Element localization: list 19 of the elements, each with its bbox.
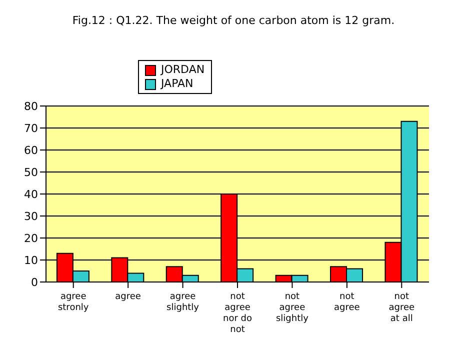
x-tick-label: not agree at all [388,292,416,324]
y-tick-label: 70 [24,122,38,135]
y-tick-label: 0 [31,276,38,289]
y-tick-label: 80 [24,100,38,113]
y-tick-label: 40 [24,188,38,201]
x-tick-label: agree [115,292,142,302]
y-tick-label: 50 [24,166,38,179]
x-tick-label: agree slightly [166,292,200,313]
x-tick-label: not agree slightly [276,292,310,324]
x-tick-label: agree stronly [58,292,90,313]
x-tick-label: not agree [334,292,360,313]
y-tick-label: 30 [24,210,38,223]
legend-label: JORDAN [161,63,205,77]
x-tick-label: not agree nor do not [223,292,252,335]
chart-title: Fig.12 : Q1.22. The weight of one carbon atom is 12 gram. [71,13,396,29]
y-tick-label: 20 [24,232,38,245]
legend-label: JAPAN [161,77,194,91]
y-tick-label: 60 [24,144,38,157]
y-tick-label: 10 [24,254,38,267]
